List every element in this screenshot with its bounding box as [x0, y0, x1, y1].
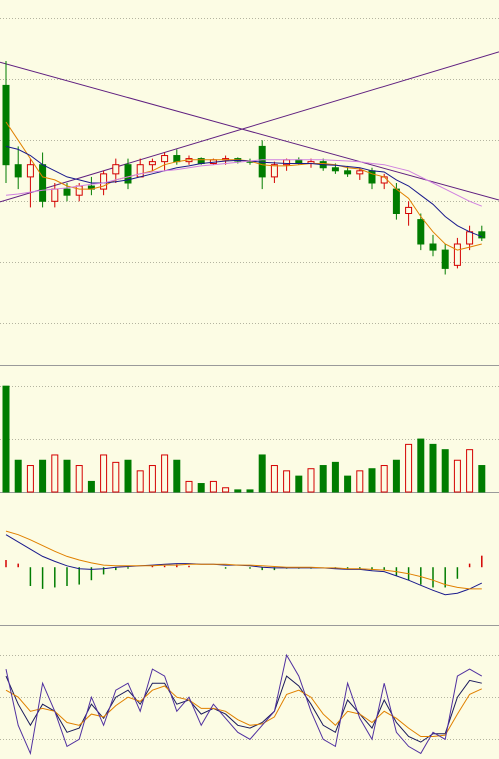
- volume-bar: [429, 443, 437, 493]
- indicator-line: [5, 159, 482, 207]
- candle-body: [2, 84, 10, 166]
- volume-bar: [417, 438, 425, 493]
- candle-body: [100, 173, 108, 190]
- candle-body: [51, 188, 59, 202]
- candle-body: [417, 219, 425, 245]
- volume-bar: [466, 449, 474, 493]
- volume-bar: [161, 454, 169, 493]
- volume-bar: [441, 449, 449, 493]
- volume-bar: [124, 459, 132, 493]
- volume-bar: [222, 487, 230, 493]
- volume-bar: [380, 465, 388, 493]
- volume-bar: [2, 385, 10, 493]
- indicator-line: [5, 145, 482, 238]
- candle-body: [173, 155, 181, 163]
- candle-body: [63, 188, 71, 196]
- candle-body: [39, 164, 47, 202]
- volume-bar: [405, 443, 413, 493]
- volume-bar: [331, 461, 339, 493]
- candle-body: [14, 164, 22, 178]
- candle-body: [331, 167, 339, 172]
- candle-body: [112, 164, 120, 175]
- candle-body: [356, 170, 364, 175]
- candle-body: [295, 159, 303, 164]
- volume-bar: [209, 480, 217, 493]
- indicator-line: [5, 530, 482, 590]
- candle-body: [270, 164, 278, 178]
- candle-body: [124, 164, 132, 184]
- trend-line: [0, 51, 499, 203]
- indicator-line: [5, 653, 483, 756]
- volume-bar: [148, 465, 156, 493]
- candle-body: [392, 188, 400, 215]
- volume-bar: [63, 459, 71, 493]
- volume-bar: [197, 483, 205, 493]
- volume-bar: [307, 468, 315, 493]
- volume-bar: [453, 459, 461, 493]
- candle-body: [478, 231, 486, 239]
- volume-bar: [344, 475, 352, 493]
- candle-body: [466, 231, 474, 245]
- candle-body: [26, 164, 34, 178]
- volume-bar: [356, 470, 364, 493]
- candle-body: [380, 176, 388, 184]
- volume-bar: [246, 489, 254, 493]
- volume-bar: [75, 465, 83, 493]
- volume-bar: [368, 468, 376, 493]
- candle-body: [405, 206, 413, 214]
- candle-body: [344, 170, 352, 175]
- volume-bar: [136, 470, 144, 493]
- volume-bar: [14, 459, 22, 493]
- indicator-line: [5, 675, 482, 743]
- volume-bar: [112, 461, 120, 493]
- volume-bar: [270, 465, 278, 493]
- volume-bar: [295, 475, 303, 493]
- volume-bar: [51, 454, 59, 493]
- volume-bar: [185, 480, 193, 493]
- volume-bar: [319, 465, 327, 493]
- volume-bar: [100, 454, 108, 493]
- volume-bar: [392, 459, 400, 493]
- volume-bar: [234, 489, 242, 493]
- volume-bar: [478, 465, 486, 493]
- trend-line: [0, 61, 499, 201]
- volume-bar: [39, 459, 47, 493]
- candle-body: [161, 155, 169, 163]
- volume-bar: [173, 459, 181, 493]
- candle-body: [75, 185, 83, 196]
- volume-bar: [258, 454, 266, 493]
- candle-body: [453, 243, 461, 266]
- volume-bar: [283, 470, 291, 493]
- candle-body: [429, 243, 437, 251]
- volume-bar: [26, 465, 34, 493]
- candle-body: [148, 161, 156, 166]
- candle-body: [136, 164, 144, 178]
- volume-bar: [87, 480, 95, 493]
- candle-body: [441, 249, 449, 269]
